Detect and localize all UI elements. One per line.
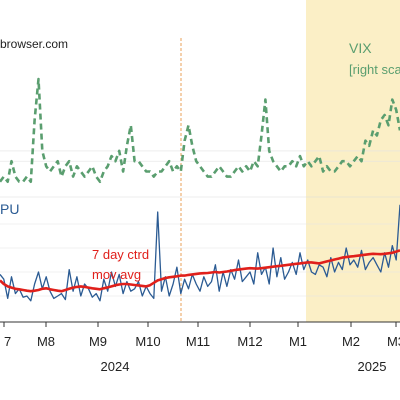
x-axis-ticks: 7 M8 M9 M10 M11 M12 M1 M2 M3 (3, 322, 400, 349)
epu-series-label: PU (0, 201, 19, 217)
x-tick-label: M11 (186, 334, 210, 349)
x-tick-label: M1 (289, 334, 307, 349)
moving-average-label-line1: 7 day ctrd (92, 247, 149, 262)
x-tick-label: M3 (387, 334, 400, 349)
x-tick-label: M8 (37, 334, 55, 349)
series-line-vix (0, 77, 400, 183)
year-label-2024: 2024 (101, 359, 130, 374)
vix-axis-note: [right sca (349, 62, 400, 77)
x-tick-label: M9 (89, 334, 107, 349)
moving-average-label-line2: mov avg (92, 267, 141, 282)
x-tick-label: M2 (342, 334, 360, 349)
series-layer (0, 77, 400, 302)
x-tick-label: M10 (135, 334, 160, 349)
series-line-moving-average (0, 249, 400, 293)
year-label-2025: 2025 (358, 359, 387, 374)
x-tick-label: 7 (4, 334, 11, 349)
x-tick-label: M12 (237, 334, 262, 349)
vix-series-label: VIX (349, 40, 372, 56)
grid-lines (0, 150, 400, 297)
source-text: browser.com (0, 37, 68, 51)
